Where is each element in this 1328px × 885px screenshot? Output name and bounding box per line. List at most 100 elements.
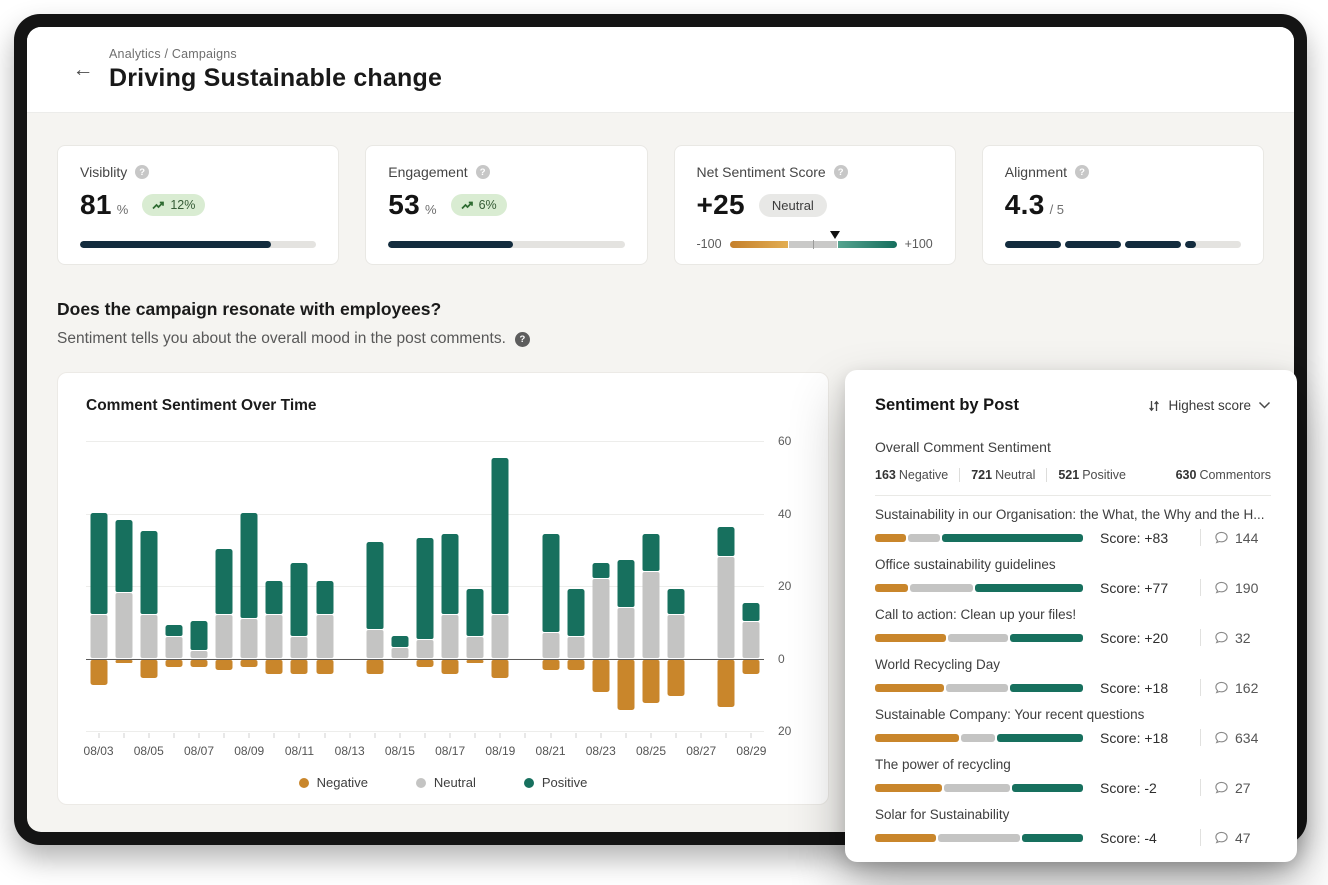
post-item[interactable]: World Recycling Day Score: +18 162 bbox=[875, 646, 1271, 696]
sentiment-status-badge: Neutral bbox=[758, 193, 827, 217]
negative-bar bbox=[742, 659, 760, 674]
positive-bar bbox=[416, 537, 434, 640]
trending-up-icon bbox=[460, 201, 473, 209]
bar-group bbox=[316, 441, 334, 731]
positive-bar bbox=[617, 559, 635, 607]
bar-group bbox=[717, 441, 735, 731]
comment-count-value: 634 bbox=[1235, 729, 1259, 746]
negative-segment bbox=[875, 833, 937, 842]
neutral-bar bbox=[717, 557, 735, 658]
help-icon[interactable]: ? bbox=[1075, 165, 1090, 179]
y-tick-label: 20 bbox=[778, 579, 792, 593]
post-item[interactable]: The power of recycling Score: -2 27 bbox=[875, 746, 1271, 796]
post-sentiment-bar bbox=[875, 833, 1083, 842]
bar-group bbox=[441, 441, 459, 731]
breadcrumb[interactable]: Analytics / Campaigns bbox=[109, 46, 237, 61]
neutral-bar bbox=[592, 578, 610, 658]
chevron-down-icon bbox=[1258, 401, 1271, 409]
neutral-segment bbox=[960, 733, 996, 742]
post-item[interactable]: Sustainable Company: Your recent questio… bbox=[875, 696, 1271, 746]
post-list: Sustainability in our Organisation: the … bbox=[875, 496, 1271, 846]
neutral-bar bbox=[90, 615, 108, 658]
positive-bar bbox=[491, 458, 509, 614]
chart-legend: Negative Neutral Positive bbox=[86, 775, 800, 790]
x-tick-label: 08/11 bbox=[284, 744, 315, 758]
x-tick-label: 08/25 bbox=[635, 744, 667, 758]
bar-group bbox=[391, 441, 409, 731]
help-icon[interactable]: ? bbox=[514, 331, 530, 347]
x-tick bbox=[449, 733, 451, 738]
negative-segment bbox=[875, 533, 906, 542]
x-tick bbox=[399, 733, 401, 738]
bar-group bbox=[742, 441, 760, 731]
divider bbox=[1046, 468, 1048, 482]
negative-segment bbox=[875, 633, 947, 642]
panel-title: Sentiment by Post bbox=[875, 396, 1019, 414]
x-tick-label: 08/05 bbox=[133, 744, 164, 758]
negative-bar bbox=[240, 659, 258, 667]
x-tick bbox=[173, 733, 175, 738]
kpi-card-engagement: Engagement ? 53 % 6% bbox=[365, 145, 648, 265]
progress-fill bbox=[388, 241, 514, 248]
legend-label: Neutral bbox=[433, 775, 476, 790]
bar-group bbox=[165, 441, 183, 731]
positive-bar bbox=[441, 534, 459, 614]
trend-badge: 12% bbox=[142, 194, 206, 216]
progress-fill bbox=[80, 241, 272, 248]
post-comment-count: 144 bbox=[1214, 530, 1258, 546]
negative-segment bbox=[875, 783, 943, 792]
overall-sentiment-label: Overall Comment Sentiment bbox=[875, 439, 1051, 455]
bar-group bbox=[517, 441, 534, 731]
gauge-negative-segment bbox=[729, 240, 789, 248]
comment-icon bbox=[1215, 631, 1228, 644]
x-tick-label: 08/23 bbox=[585, 744, 616, 758]
neutral-segment bbox=[907, 533, 941, 542]
kpi-unit: % bbox=[425, 202, 437, 217]
trend-badge: 6% bbox=[450, 194, 507, 216]
back-button[interactable]: ← bbox=[67, 54, 99, 86]
stat-positive: 521 Positive bbox=[1058, 468, 1126, 482]
alignment-segment bbox=[1064, 241, 1121, 248]
legend-item-neutral: Neutral bbox=[415, 775, 476, 790]
x-tick-label: 08/15 bbox=[384, 744, 415, 758]
x-tick bbox=[550, 733, 552, 738]
bar-group bbox=[265, 441, 283, 731]
neutral-bar bbox=[742, 622, 760, 658]
positive-segment bbox=[942, 533, 1083, 542]
negative-segment bbox=[875, 583, 908, 592]
post-item[interactable]: Solar for Sustainability Score: -4 47 bbox=[875, 796, 1271, 846]
comment-icon bbox=[1215, 581, 1228, 594]
help-icon[interactable]: ? bbox=[475, 165, 490, 179]
post-comment-count: 162 bbox=[1214, 680, 1258, 696]
neutral-segment bbox=[909, 583, 973, 592]
x-tick-label: 08/13 bbox=[334, 744, 365, 758]
legend-dot-icon bbox=[298, 777, 309, 788]
bar-group bbox=[491, 441, 509, 731]
post-item[interactable]: Sustainability in our Organisation: the … bbox=[875, 496, 1271, 546]
sort-icon bbox=[1149, 400, 1160, 411]
help-icon[interactable]: ? bbox=[135, 165, 150, 179]
arrow-left-icon: ← bbox=[72, 57, 94, 81]
kpi-label: Visiblity bbox=[80, 164, 128, 180]
positive-segment bbox=[1011, 783, 1083, 792]
chart-plot bbox=[86, 441, 764, 732]
sort-control[interactable]: Highest score bbox=[1147, 398, 1271, 413]
divider bbox=[1200, 679, 1201, 696]
progress-bar bbox=[80, 241, 317, 248]
trending-up-icon bbox=[152, 201, 165, 209]
post-item[interactable]: Office sustainability guidelines Score: +… bbox=[875, 546, 1271, 596]
positive-bar bbox=[140, 530, 158, 614]
help-icon[interactable]: ? bbox=[833, 165, 848, 179]
neutral-bar bbox=[567, 636, 585, 658]
comment-icon bbox=[1215, 531, 1228, 544]
kpi-card-visibility: Visiblity ? 81 % 12% bbox=[57, 145, 340, 265]
post-item[interactable]: Call to action: Clean up your files! Scor… bbox=[875, 596, 1271, 646]
comment-count-value: 47 bbox=[1235, 829, 1251, 846]
neutral-bar bbox=[491, 615, 509, 658]
positive-bar bbox=[190, 621, 208, 651]
legend-item-positive: Positive bbox=[523, 775, 587, 790]
alignment-bar bbox=[1004, 241, 1241, 248]
neutral-bar bbox=[290, 636, 308, 658]
x-tick-label: 08/27 bbox=[686, 744, 717, 758]
positive-bar bbox=[240, 512, 258, 618]
